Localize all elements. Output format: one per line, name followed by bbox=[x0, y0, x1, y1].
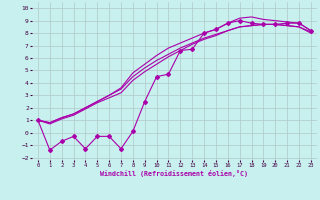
X-axis label: Windchill (Refroidissement éolien,°C): Windchill (Refroidissement éolien,°C) bbox=[100, 170, 248, 177]
